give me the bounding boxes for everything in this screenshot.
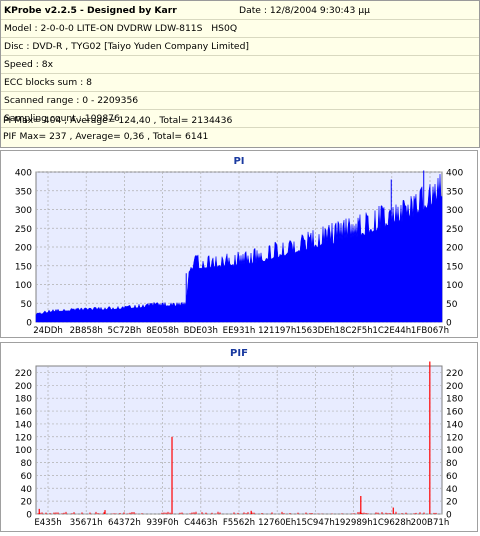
info-speed: Speed : 8x (4, 59, 54, 70)
y-tick-label-left: 40 (21, 485, 33, 495)
y-tick-label-right: 60 (446, 472, 458, 482)
x-tick-label: 64372h (108, 518, 141, 528)
x-tick-label: C4463h (184, 518, 217, 528)
chart-title: PIF (230, 348, 248, 359)
y-tick-label-left: 100 (15, 446, 32, 456)
y-tick-label-left: 80 (21, 459, 33, 469)
y-tick-label-right: 0 (446, 319, 452, 329)
x-tick-label: 121197h (258, 326, 296, 336)
y-tick-label-left: 300 (15, 206, 32, 216)
y-tick-label-right: 80 (446, 459, 458, 469)
divider (1, 109, 479, 110)
y-tick-label-right: 180 (446, 395, 463, 405)
x-tick-label: 5C72Bh (108, 326, 142, 336)
x-tick-label: 15C947h (296, 518, 335, 528)
y-tick-label-left: 60 (21, 472, 33, 482)
y-tick-label-left: 150 (15, 262, 32, 272)
y-tick-label-right: 200 (446, 382, 463, 392)
x-tick-label: F5562h (223, 518, 255, 528)
y-tick-label-right: 120 (446, 433, 463, 443)
y-tick-label-right: 200 (446, 244, 463, 254)
x-tick-label: E435h (34, 518, 61, 528)
y-tick-label-left: 400 (15, 169, 32, 179)
y-tick-label-right: 40 (446, 485, 458, 495)
y-tick-label-left: 100 (15, 281, 32, 291)
x-tick-label: EE931h (223, 326, 256, 336)
scan-date: Date : 12/8/2004 9:30:43 μμ (239, 5, 370, 16)
pif-chart: PIF 0 0 20 20 40 40 60 60 80 80 100 100 120 120 140 140 1… (0, 342, 478, 532)
info-sampling-count: Sampling count : 109876 (4, 113, 120, 124)
y-tick-label-left: 350 (15, 187, 32, 197)
y-tick-label-left: 140 (15, 420, 32, 430)
info-ecc-blocks: ECC blocks sum : 8 (4, 77, 92, 88)
x-tick-label: 1FB067h (411, 326, 449, 336)
y-tick-label-right: 220 (446, 369, 463, 379)
y-tick-label-right: 300 (446, 206, 463, 216)
y-tick-label-right: 100 (446, 446, 463, 456)
y-tick-label-right: 160 (446, 408, 463, 418)
info-disc: Disc : DVD-R , TYG02 [Taiyo Yuden Compan… (4, 41, 250, 52)
chart-title: PI (233, 156, 244, 167)
x-tick-label: 1563DEh (296, 326, 335, 336)
x-tick-label: 1C2E44h (372, 326, 411, 336)
x-tick-label: 1C9628h (372, 518, 411, 528)
app-title: KProbe v2.2.5 - Designed by Karr (4, 5, 177, 16)
divider (1, 55, 479, 56)
x-tick-label: 2B858h (70, 326, 103, 336)
y-tick-label-left: 200 (15, 382, 32, 392)
y-tick-label-right: 140 (446, 420, 463, 430)
y-tick-label-right: 100 (446, 281, 463, 291)
info-panel: KProbe v2.2.5 - Designed by Karr Date : … (0, 0, 480, 148)
pi-series-area (35, 174, 443, 323)
y-tick-label-right: 350 (446, 187, 463, 197)
y-tick-label-left: 120 (15, 433, 32, 443)
y-tick-label-left: 200 (15, 244, 32, 254)
x-tick-label: 8E058h (146, 326, 179, 336)
x-tick-label: 192989h (334, 518, 372, 528)
x-tick-label: 24DDh (33, 326, 63, 336)
y-tick-label-right: 20 (446, 498, 458, 508)
x-tick-label: 35671h (70, 518, 103, 528)
x-tick-label: 12760Eh (258, 518, 296, 528)
x-tick-label: 200B71h (411, 518, 450, 528)
y-tick-label-left: 220 (15, 369, 32, 379)
y-tick-label-left: 20 (21, 498, 33, 508)
y-tick-label-right: 50 (446, 300, 458, 310)
pi-chart: PI 0 0 50 50 100 100 150 150 200 200 250 250 300 300 35… (0, 150, 478, 338)
x-tick-label: BDE03h (184, 326, 218, 336)
divider (1, 73, 479, 74)
y-tick-label-right: 400 (446, 169, 463, 179)
info-scanned-range: Scanned range : 0 - 2209356 (4, 95, 139, 106)
y-tick-label-left: 0 (26, 511, 32, 521)
y-tick-label-right: 150 (446, 262, 463, 272)
y-tick-label-right: 0 (446, 511, 452, 521)
divider (1, 19, 479, 20)
divider (1, 37, 479, 38)
y-tick-label-left: 0 (26, 319, 32, 329)
y-tick-label-left: 250 (15, 225, 32, 235)
pif-chart-panel: PIF 0 0 20 20 40 40 60 60 80 80 100 100 120 120 140 140 1… (0, 342, 478, 532)
x-tick-label: 939F0h (146, 518, 178, 528)
info-pi-summary: PI Max= 404 , Average= 124,40 , Total= 2… (3, 115, 233, 126)
pi-chart-panel: PI 0 0 50 50 100 100 150 150 200 200 250 250 300 300 35… (0, 150, 478, 338)
divider (1, 91, 479, 92)
x-tick-label: 18C2F5h (334, 326, 372, 336)
y-tick-label-left: 180 (15, 395, 32, 405)
y-tick-label-right: 250 (446, 225, 463, 235)
y-tick-label-left: 50 (21, 300, 33, 310)
info-model: Model : 2-0-0-0 LITE-ON DVDRW LDW-811S H… (4, 23, 238, 34)
info-pif-summary: PIF Max= 237 , Average= 0,36 , Total= 61… (3, 131, 209, 142)
y-tick-label-left: 160 (15, 408, 32, 418)
divider (1, 127, 479, 128)
